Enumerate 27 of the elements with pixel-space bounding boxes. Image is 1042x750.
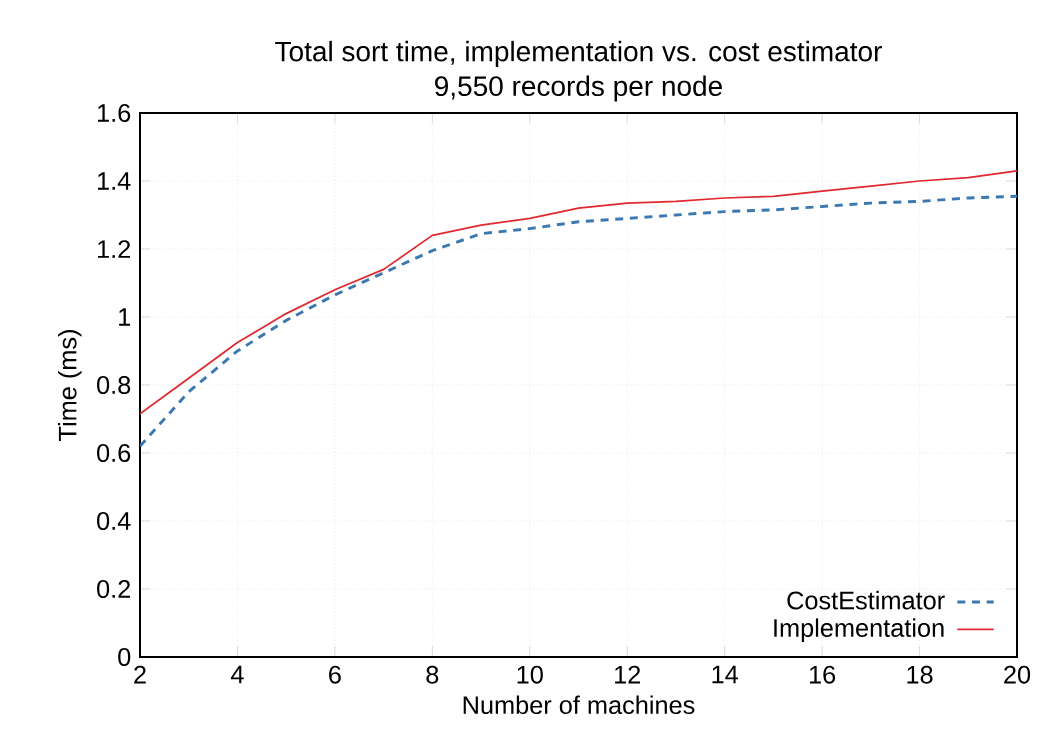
y-tick-label: 0.4 — [97, 512, 131, 530]
x-tick-label: 14 — [712, 665, 739, 684]
x-tick-label: 20 — [1004, 665, 1031, 684]
y-tick-label: 1.4 — [98, 172, 131, 190]
x-tick-label: 2 — [134, 665, 146, 684]
x-tick-label: 16 — [809, 665, 836, 684]
line-series — [140, 169, 1018, 415]
x-tick-label: 6 — [329, 665, 341, 684]
line-series — [140, 194, 1018, 448]
x-tick-label: 10 — [517, 665, 543, 684]
x-axis-title: Number of machines — [463, 695, 695, 715]
y-tick-label: 1.6 — [98, 104, 131, 122]
y-tick-label: 1.2 — [98, 240, 131, 258]
y-tick-label: 0.8 — [97, 376, 131, 394]
legend-label: CostEstimator — [787, 590, 945, 610]
x-tick-label: 12 — [615, 665, 641, 684]
y-tick-label: 1 — [119, 308, 131, 326]
y-tick-label: 0 — [118, 648, 131, 666]
x-tick-label: 8 — [426, 665, 439, 684]
x-tick-label: 4 — [230, 665, 244, 684]
y-tick-label: 0.6 — [97, 444, 131, 462]
chart-subtitle: 9,550 records per node — [435, 75, 722, 102]
x-tick-label: 18 — [907, 665, 933, 684]
y-axis-title: Time (ms) — [57, 330, 82, 441]
y-tick-label: 0.2 — [97, 580, 131, 598]
chart-title: Total sort time, implementation vs. cost estimator — [275, 40, 882, 67]
legend-label: Implementation — [774, 618, 944, 642]
